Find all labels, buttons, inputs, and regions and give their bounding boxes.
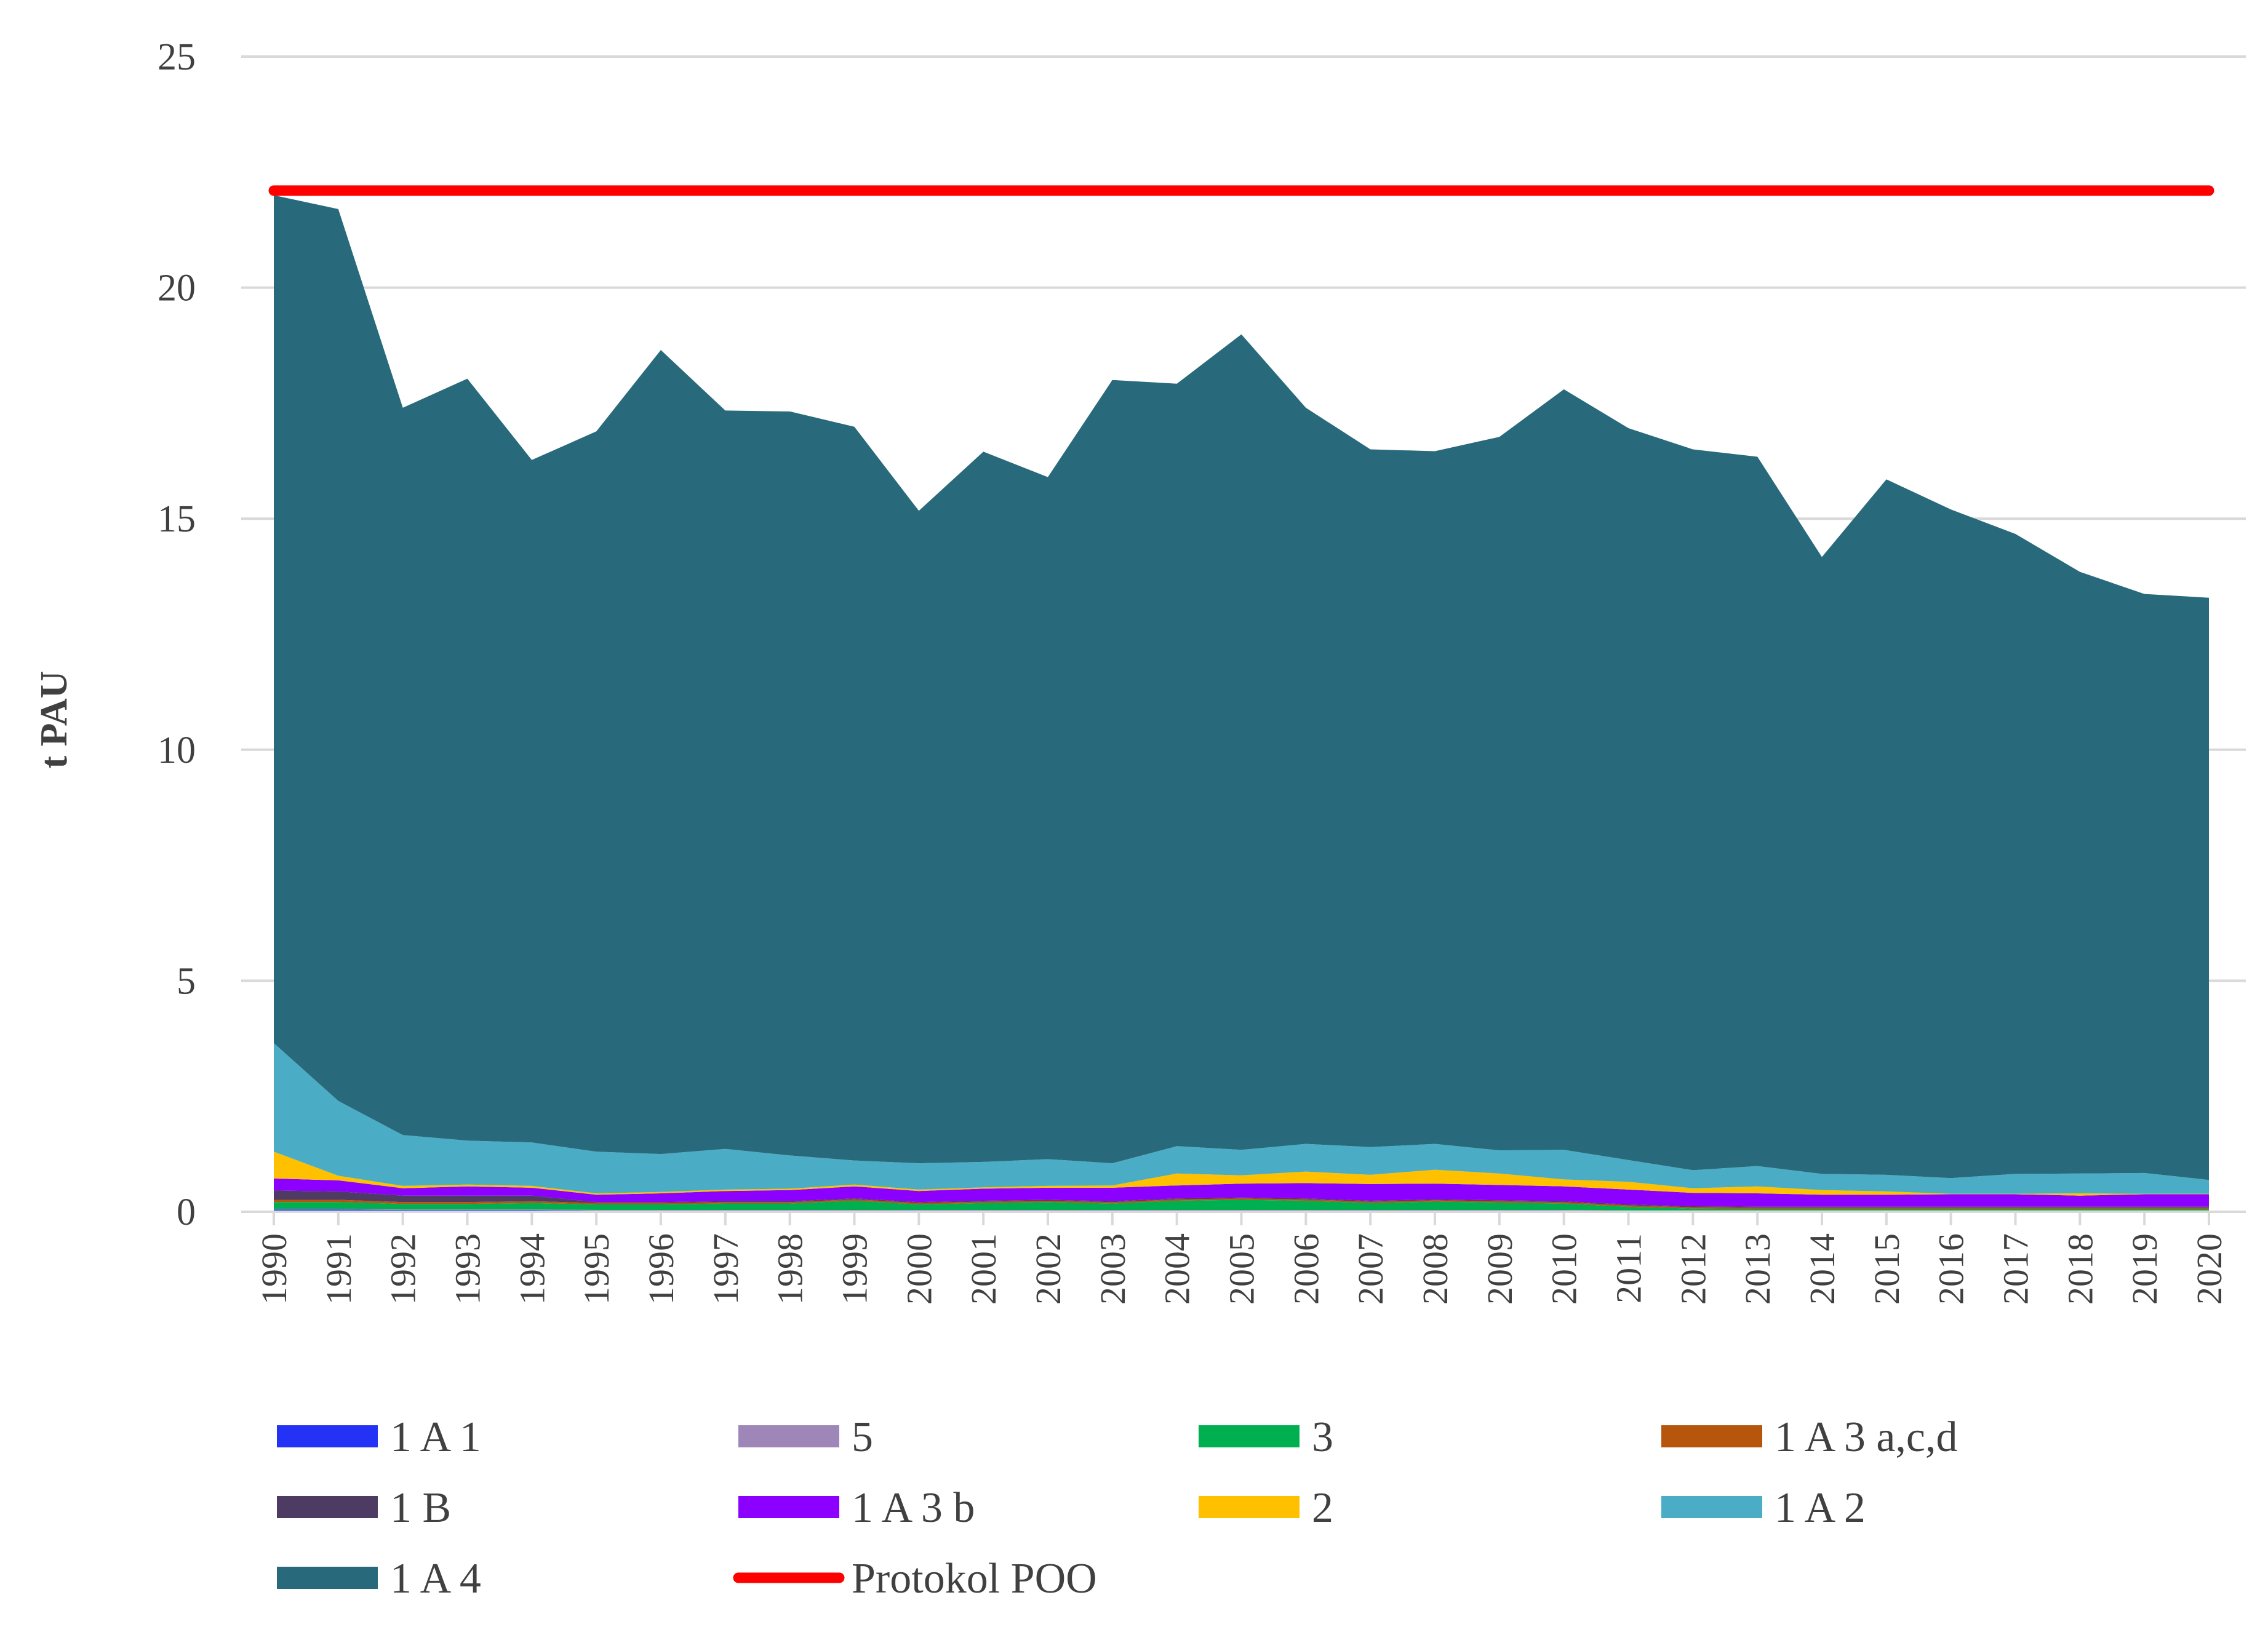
- legend-item: 1 A 3 b: [738, 1484, 975, 1532]
- legend-swatch: [277, 1425, 378, 1447]
- x-tick-label: 1994: [512, 1233, 552, 1305]
- area-1-a-3-b: [274, 1178, 2209, 1207]
- x-tick-label: 2007: [1351, 1233, 1391, 1305]
- legend-swatch: [738, 1496, 839, 1518]
- x-tick-label: 2010: [1544, 1233, 1584, 1305]
- x-tick-label: 2003: [1093, 1233, 1133, 1305]
- legend-item: 5: [738, 1414, 873, 1461]
- x-tick-label: 2017: [1996, 1233, 2036, 1305]
- x-tick-label: 2008: [1415, 1233, 1455, 1305]
- x-tick-label: 1993: [448, 1233, 488, 1305]
- legend-label: 1 A 3 a,c,d: [1775, 1414, 1957, 1461]
- legend-swatch: [1199, 1425, 1300, 1447]
- x-tick-label: 2011: [1609, 1233, 1649, 1303]
- legend-swatch: [1661, 1496, 1762, 1518]
- y-tick-label: 25: [158, 36, 196, 78]
- legend-swatch: [1199, 1496, 1300, 1518]
- x-tick-label: 2019: [2125, 1233, 2165, 1305]
- x-tick-label: 2016: [1931, 1233, 1971, 1305]
- x-tick-label: 2014: [1802, 1233, 1842, 1305]
- legend-item: 1 B: [277, 1484, 451, 1532]
- legend-item: 1 A 2: [1661, 1484, 1866, 1532]
- legend-swatch: [277, 1567, 378, 1589]
- legend-swatch: [738, 1425, 839, 1447]
- y-tick-label: 20: [158, 268, 196, 309]
- legend-label: 3: [1312, 1414, 1333, 1461]
- x-tick-label: 2004: [1157, 1233, 1197, 1305]
- x-tick-label: 1992: [383, 1233, 423, 1305]
- area-1-a-3-a-c-d: [274, 1198, 2209, 1209]
- legend-label: 1 A 2: [1775, 1484, 1866, 1532]
- y-axis-label: t PAU: [33, 671, 75, 769]
- stacked-areas: [274, 195, 2209, 1212]
- x-tick-label: 2015: [1867, 1233, 1907, 1305]
- legend-item: 3: [1199, 1414, 1333, 1461]
- x-axis-ticks: 1990 1991 1992 1993 1994 1995 1996 1997 1998 1999…: [254, 1233, 2229, 1305]
- legend-item: 1 A 3 a,c,d: [1661, 1414, 1957, 1461]
- y-tick-label: 5: [177, 960, 196, 1002]
- x-tick-label: 2013: [1738, 1233, 1778, 1305]
- y-tick-label: 15: [158, 498, 196, 540]
- y-tick-label: 0: [177, 1191, 196, 1233]
- x-tick-label: 2000: [899, 1233, 939, 1305]
- x-tick-label: 2006: [1286, 1233, 1326, 1305]
- x-tick-label: 1997: [706, 1233, 746, 1305]
- x-tick-label: 1995: [577, 1233, 617, 1305]
- x-tick-label: 2001: [964, 1233, 1004, 1305]
- x-tick-label: 2009: [1480, 1233, 1520, 1305]
- x-tick-label: 2005: [1222, 1233, 1262, 1305]
- x-tick-label: 1999: [835, 1233, 875, 1305]
- x-tick-label: 1996: [641, 1233, 681, 1305]
- legend-item: 1 A 1: [277, 1414, 481, 1461]
- legend-swatch: [277, 1496, 378, 1518]
- area-3: [274, 1199, 2209, 1211]
- x-tick-label: 2020: [2189, 1233, 2229, 1305]
- x-tick-label: 2018: [2060, 1233, 2100, 1305]
- legend: 1 A 1 5 3 1 A 3 a,c,d 1 B 1 A 3 b 2 1 A 2 1 A 4 P…: [277, 1414, 1957, 1602]
- x-tick-label: 1990: [254, 1233, 294, 1305]
- y-axis-ticks: 0 5 10 15 20 25: [158, 36, 196, 1233]
- y-tick-label: 10: [158, 730, 196, 771]
- legend-label: 1 B: [390, 1484, 451, 1532]
- legend-item: 2: [1199, 1484, 1333, 1532]
- x-tick-label: 2012: [1673, 1233, 1713, 1305]
- legend-label: 1 A 1: [390, 1414, 481, 1461]
- area-1-a-4: [274, 195, 2209, 1180]
- x-tick-label: 1991: [319, 1233, 359, 1305]
- legend-label: 1 A 3 b: [852, 1484, 975, 1532]
- legend-label: 5: [852, 1414, 873, 1461]
- x-tick-label: 2002: [1028, 1233, 1068, 1305]
- legend-label: 1 A 4: [390, 1555, 481, 1602]
- legend-label: 2: [1312, 1484, 1333, 1532]
- legend-swatch: [1661, 1425, 1762, 1447]
- legend-label: Protokol POO: [852, 1555, 1097, 1602]
- area-1-a-2: [274, 1043, 2209, 1194]
- x-axis: [241, 1211, 2246, 1225]
- legend-item: 1 A 4: [277, 1555, 481, 1602]
- x-tick-label: 1998: [770, 1233, 810, 1305]
- legend-item: Protokol POO: [733, 1555, 1097, 1602]
